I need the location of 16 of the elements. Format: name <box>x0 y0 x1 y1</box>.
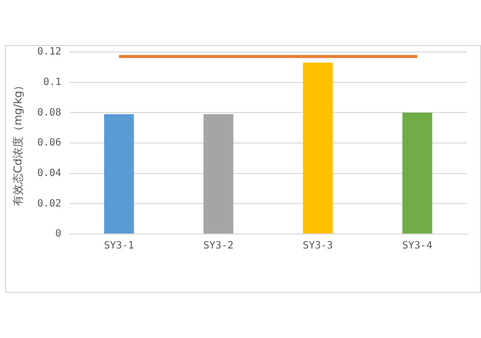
y-axis-title: 有效态Cd浓度（mg/kg） <box>11 80 24 206</box>
y-tick-label: 0.04 <box>37 168 62 179</box>
bar <box>204 114 234 234</box>
y-tick-label: 0.1 <box>43 76 62 88</box>
x-tick-label: SY3-1 <box>104 240 134 252</box>
x-tick-label: SY3-3 <box>302 240 333 252</box>
y-tick-label: 0.02 <box>37 198 62 210</box>
x-tick-label: SY3-4 <box>402 240 432 252</box>
bar <box>302 62 333 234</box>
bar <box>104 114 134 234</box>
bar <box>402 112 432 234</box>
y-tick-label: 0.06 <box>37 138 62 149</box>
y-tick-label: 0.08 <box>37 107 62 118</box>
y-tick-label: 0 <box>55 228 62 240</box>
x-tick-label: SY3-2 <box>203 240 234 252</box>
y-tick-label: 0.12 <box>37 46 62 58</box>
